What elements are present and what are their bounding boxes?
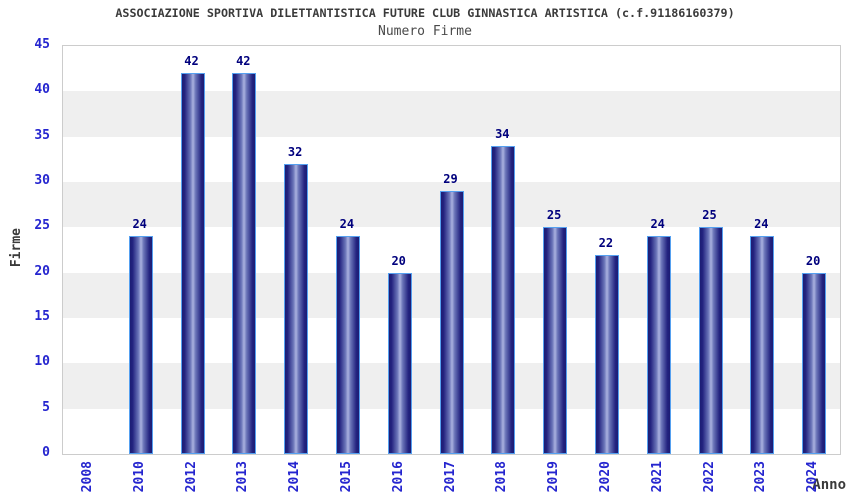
- bar-2016: [387, 272, 412, 454]
- bar-2022: [698, 227, 723, 454]
- x-axis-title: Anno: [812, 477, 846, 493]
- chart-subtitle: Numero Firme: [378, 24, 472, 39]
- chart-title: ASSOCIAZIONE SPORTIVA DILETTANTISTICA FU…: [115, 6, 735, 20]
- bar-value-label: 25: [702, 208, 717, 223]
- plot-area: [62, 45, 841, 455]
- bar-2014: [284, 163, 309, 454]
- x-tick-label: 2016: [390, 461, 406, 493]
- x-tick-label: 2012: [183, 461, 199, 493]
- y-tick-label: 10: [34, 354, 50, 370]
- bar-value-label: 24: [650, 217, 665, 232]
- bar-2010: [128, 236, 153, 454]
- bar-2020: [594, 254, 619, 454]
- y-tick-label: 25: [34, 218, 50, 234]
- y-tick-label: 20: [34, 263, 50, 279]
- y-tick-label: 5: [42, 399, 50, 415]
- bar-2017: [439, 191, 464, 454]
- y-tick-label: 0: [42, 445, 50, 460]
- x-tick-label: 2024: [805, 461, 821, 493]
- x-tick-label: 2010: [131, 461, 147, 493]
- bar-value-label: 24: [132, 217, 147, 232]
- bar-2015: [335, 236, 360, 454]
- x-tick-label: 2014: [287, 461, 303, 493]
- bar-value-label: 22: [598, 235, 614, 250]
- bar-2024: [802, 272, 827, 454]
- x-tick-label: 2008: [79, 461, 95, 493]
- bar-2012: [180, 73, 205, 454]
- bar-2021: [646, 236, 671, 454]
- y-tick-label: 35: [34, 127, 50, 143]
- x-tick-label: 2018: [494, 461, 510, 493]
- y-tick-label: 30: [34, 173, 50, 188]
- x-tick-label: 2022: [701, 461, 717, 493]
- x-tick-label: 2020: [597, 461, 613, 493]
- bar-value-label: 29: [443, 172, 458, 187]
- bar-2018: [491, 145, 516, 454]
- x-tick-label: 2023: [753, 461, 769, 493]
- bar-value-label: 34: [495, 126, 510, 141]
- bar-2023: [750, 236, 775, 454]
- x-tick-label: 2015: [338, 461, 354, 493]
- y-tick-label: 45: [34, 37, 50, 52]
- bar-value-label: 42: [184, 54, 199, 69]
- x-tick-label: 2019: [546, 461, 562, 493]
- bar-value-label: 24: [339, 217, 355, 232]
- x-tick-label: 2021: [649, 461, 665, 493]
- bar-value-label: 32: [287, 144, 303, 159]
- y-tick-label: 15: [34, 309, 50, 324]
- bar-value-label: 42: [236, 54, 251, 69]
- bar-value-label: 25: [546, 208, 562, 223]
- bar-value-label: 20: [805, 253, 821, 268]
- x-tick-label: 2017: [442, 461, 458, 493]
- y-axis-title: Firme: [9, 228, 24, 268]
- bar-2013: [232, 73, 257, 454]
- x-tick-label: 2013: [235, 461, 251, 493]
- bar-2019: [543, 227, 568, 454]
- bar-value-label: 20: [391, 253, 406, 268]
- bar-value-label: 24: [754, 217, 769, 232]
- y-tick-label: 40: [34, 82, 50, 98]
